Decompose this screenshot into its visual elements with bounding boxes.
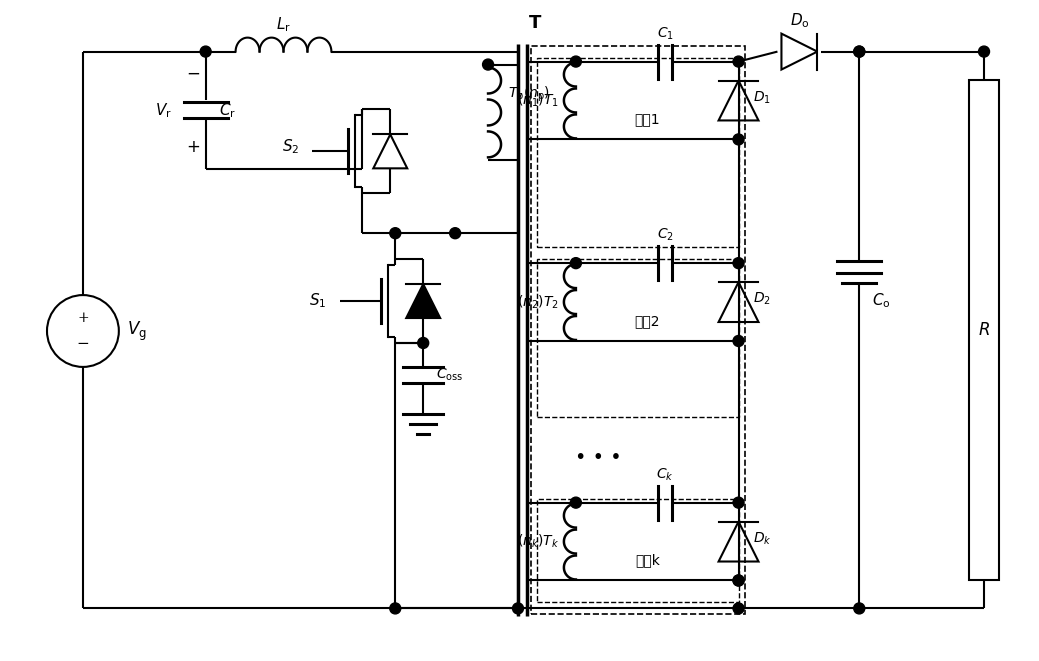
Text: $(n_k)T_k$: $(n_k)T_k$ — [516, 533, 559, 550]
Circle shape — [570, 56, 582, 67]
Text: T: T — [529, 14, 541, 32]
Circle shape — [734, 575, 744, 586]
Circle shape — [854, 46, 864, 57]
Text: $(n_1)T_1$: $(n_1)T_1$ — [517, 92, 559, 109]
Circle shape — [734, 56, 744, 67]
Circle shape — [390, 603, 401, 614]
Text: 单元2: 单元2 — [635, 314, 660, 328]
Text: $D_1$: $D_1$ — [752, 89, 771, 106]
Circle shape — [734, 575, 744, 586]
Bar — [531, 46, 745, 615]
Text: • • •: • • • — [575, 448, 621, 467]
Text: $R$: $R$ — [978, 321, 990, 338]
Circle shape — [734, 258, 744, 268]
Text: $C_k$: $C_k$ — [657, 466, 674, 483]
Circle shape — [482, 59, 494, 70]
Text: $V_{\rm r}$: $V_{\rm r}$ — [155, 101, 172, 120]
Circle shape — [570, 497, 582, 508]
Circle shape — [512, 603, 524, 614]
Polygon shape — [406, 284, 441, 318]
Text: $D_{\rm o}$: $D_{\rm o}$ — [790, 11, 809, 30]
Text: $(n_2)T_2$: $(n_2)T_2$ — [517, 293, 559, 311]
Text: $C_{\rm r}$: $C_{\rm r}$ — [218, 101, 236, 120]
Text: 单元1: 单元1 — [635, 112, 660, 126]
Text: +: + — [77, 311, 88, 325]
Circle shape — [450, 228, 460, 239]
Circle shape — [854, 46, 864, 57]
Circle shape — [854, 603, 864, 614]
Circle shape — [734, 603, 744, 614]
Bar — [537, 259, 739, 417]
Text: $C_2$: $C_2$ — [657, 227, 673, 243]
Text: $V_{\rm g}$: $V_{\rm g}$ — [127, 319, 146, 342]
Bar — [537, 498, 739, 602]
Text: $C_1$: $C_1$ — [657, 25, 673, 42]
Circle shape — [418, 338, 429, 348]
Text: $C_{\rm o}$: $C_{\rm o}$ — [873, 292, 890, 311]
Circle shape — [734, 497, 744, 508]
Circle shape — [979, 46, 989, 57]
Circle shape — [201, 46, 211, 57]
Circle shape — [570, 258, 582, 268]
Text: −: − — [186, 65, 199, 83]
Text: $S_1$: $S_1$ — [309, 292, 326, 311]
Bar — [969, 79, 998, 580]
Text: $C_{\rm oss}$: $C_{\rm oss}$ — [436, 367, 463, 383]
Text: $L_{\rm r}$: $L_{\rm r}$ — [276, 15, 291, 34]
Text: $T_{\rm p}(n_{\rm p})$: $T_{\rm p}(n_{\rm p})$ — [508, 85, 550, 104]
Text: −: − — [77, 336, 89, 352]
Bar — [537, 58, 739, 247]
Text: +: + — [186, 138, 199, 157]
Circle shape — [734, 336, 744, 346]
Circle shape — [390, 228, 401, 239]
Text: $S_2$: $S_2$ — [282, 137, 299, 156]
Text: 单元k: 单元k — [635, 553, 660, 568]
Circle shape — [734, 134, 744, 145]
Text: $D_k$: $D_k$ — [752, 530, 771, 547]
Text: $D_2$: $D_2$ — [752, 291, 770, 307]
